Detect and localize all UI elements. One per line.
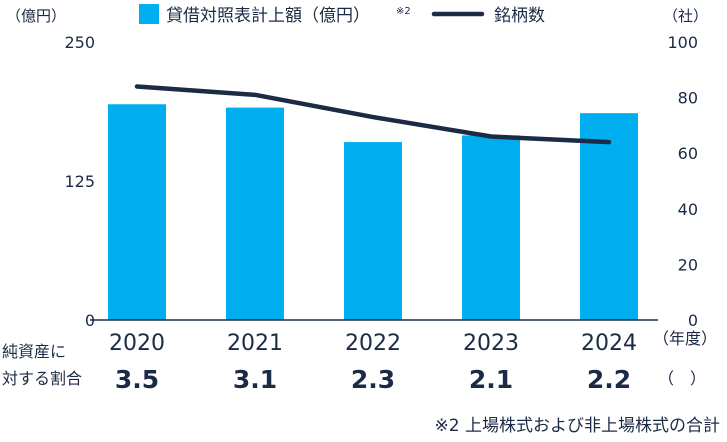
line-series	[134, 84, 612, 145]
ratio-value: 2.3	[351, 365, 395, 394]
right-tick-label: 60	[678, 144, 698, 163]
ratio-label-line1: 純資産に	[2, 342, 66, 361]
legend-bar-label: 貸借対照表計上額（億円）	[166, 6, 370, 26]
bar-2022	[344, 142, 402, 320]
category-label: 2020	[109, 331, 165, 356]
left-tick-label: 125	[64, 172, 95, 191]
ratio-value: 2.2	[587, 365, 631, 394]
right-tick-label: 0	[688, 311, 698, 330]
bars	[108, 104, 638, 320]
left-axis-ticks: 0 125 250	[64, 33, 95, 330]
bar-2020	[108, 104, 166, 320]
legend: 貸借対照表計上額（億円） ※2 銘柄数	[139, 4, 545, 26]
category-labels: 2020 2021 2022 2023 2024	[109, 331, 637, 356]
ratio-value: 2.1	[469, 365, 513, 394]
bar-2024	[580, 113, 638, 320]
category-label: 2024	[581, 331, 637, 356]
ratio-values: 3.5 3.1 2.3 2.1 2.2	[115, 365, 631, 394]
bar-2023	[462, 135, 520, 320]
x-axis-unit: （年度）	[653, 329, 717, 348]
right-axis-unit: （社）	[663, 7, 708, 25]
right-axis-ticks: 0 20 40 60 80 100	[667, 33, 698, 330]
legend-bar-swatch	[139, 4, 159, 24]
ratio-value: 3.5	[115, 365, 159, 394]
category-label: 2022	[345, 331, 401, 356]
line-shares	[134, 84, 612, 145]
category-label: 2021	[227, 331, 283, 356]
right-tick-label: 80	[678, 89, 698, 108]
left-axis-unit: （億円）	[6, 7, 66, 25]
ratio-value: 3.1	[233, 365, 277, 394]
legend-line-label: 銘柄数	[494, 6, 545, 26]
right-tick-label: 40	[678, 200, 698, 219]
right-tick-label: 20	[678, 255, 698, 274]
left-tick-label: 0	[85, 311, 95, 330]
legend-bar-note: ※2	[396, 6, 411, 17]
ratio-unit: （ ）	[658, 369, 706, 388]
ratio-label-line2: 対する割合	[2, 369, 82, 388]
category-label: 2023	[463, 331, 519, 356]
right-tick-label: 100	[667, 33, 698, 52]
footnote: ※2 上場株式および非上場株式の合計	[435, 416, 720, 436]
left-tick-label: 250	[64, 33, 95, 52]
bar-2021	[226, 107, 284, 320]
